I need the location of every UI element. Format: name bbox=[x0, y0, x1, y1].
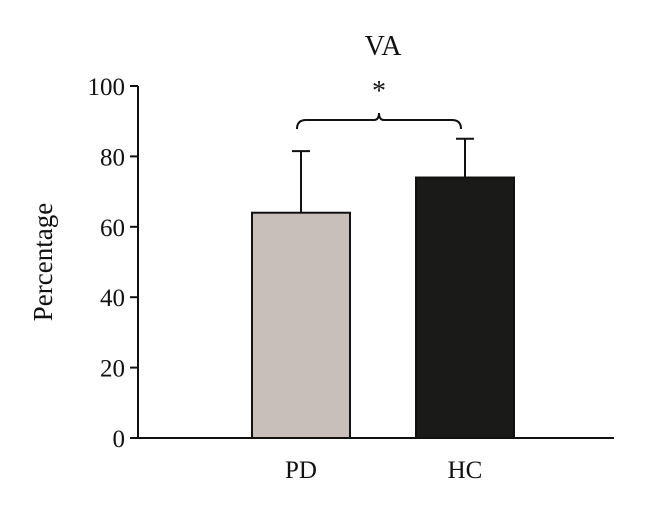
bar-hc bbox=[415, 176, 515, 440]
y-tick-label: 20 bbox=[100, 356, 125, 383]
x-tick-label-hc: HC bbox=[448, 457, 483, 484]
significance-label: * bbox=[372, 76, 386, 107]
y-tick-label: 60 bbox=[100, 215, 125, 242]
chart-title: VA bbox=[365, 31, 403, 62]
bar-pd bbox=[251, 211, 351, 439]
y-tick-label: 100 bbox=[88, 74, 126, 101]
y-axis-label: Percentage bbox=[28, 203, 58, 321]
y-tick-label: 80 bbox=[100, 144, 125, 171]
y-tick-label: 0 bbox=[113, 426, 126, 453]
x-tick-label-pd: PD bbox=[285, 457, 317, 484]
significance-bracket bbox=[296, 112, 462, 130]
y-tick-label: 40 bbox=[100, 285, 125, 312]
plot-area: 0 20 40 60 80 100 PD HC * bbox=[88, 74, 614, 484]
